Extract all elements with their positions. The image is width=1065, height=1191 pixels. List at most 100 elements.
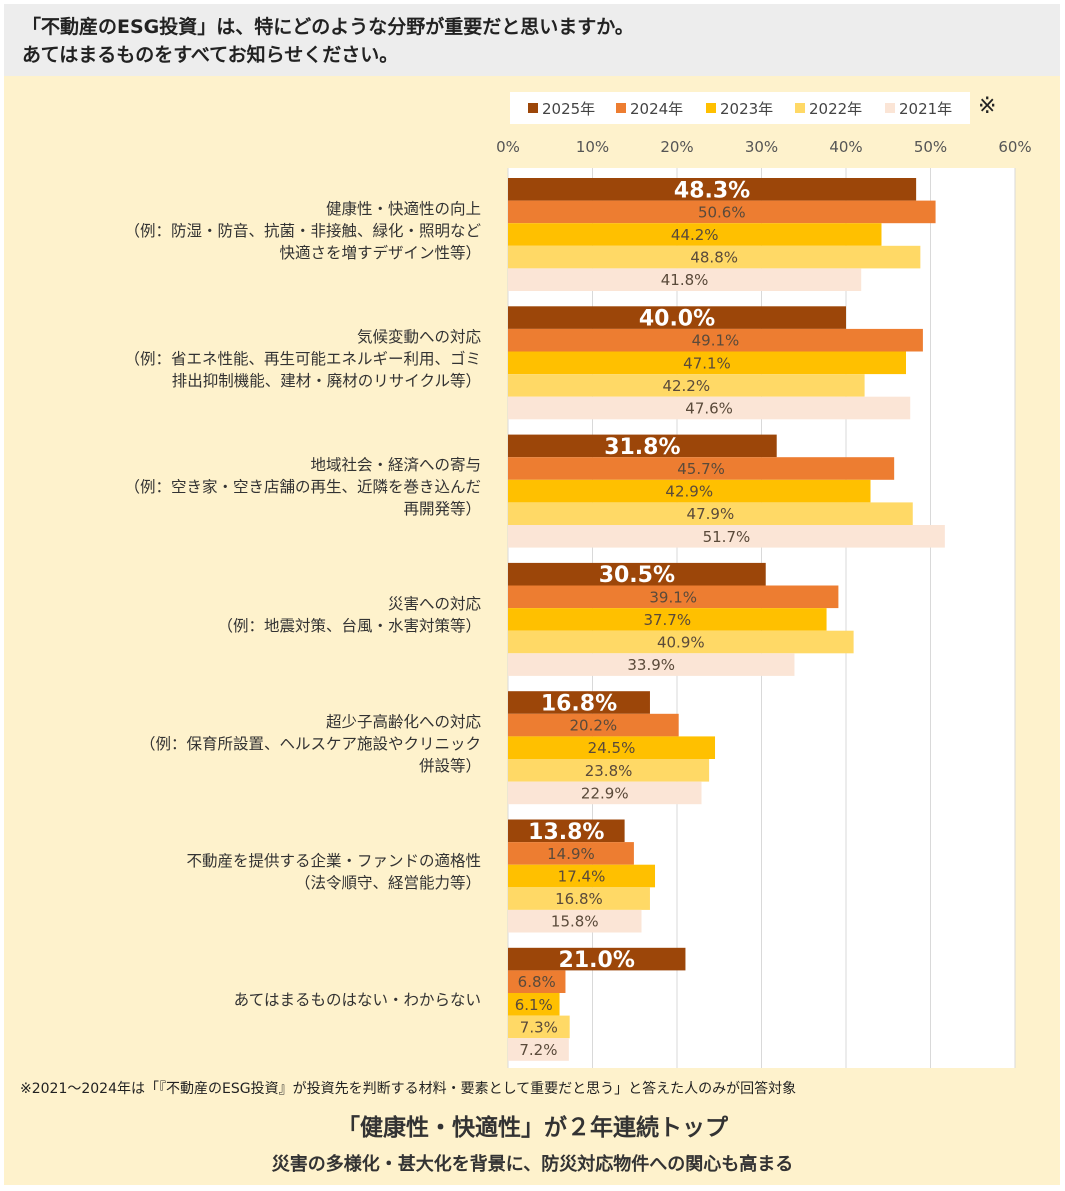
bar xyxy=(508,864,656,888)
data-label: 16.8% xyxy=(541,692,617,717)
subheadline: 災害の多様化・甚大化を背景に、防災対応物件への関心も高まる xyxy=(271,1154,794,1175)
bar xyxy=(508,178,917,201)
bar xyxy=(508,970,566,993)
bar xyxy=(508,630,854,654)
data-label: 40.0% xyxy=(639,307,715,332)
question-line-2: あてはまるものをすべてお知らせください。 xyxy=(22,44,399,66)
data-label: 42.2% xyxy=(662,377,710,395)
data-label: 37.7% xyxy=(643,611,691,629)
data-label: 42.9% xyxy=(665,483,713,501)
bar xyxy=(508,781,702,805)
data-label: 39.1% xyxy=(649,588,697,606)
data-label: 22.9% xyxy=(581,784,629,802)
data-label: 50.6% xyxy=(698,203,746,221)
data-label: 51.7% xyxy=(703,528,751,546)
legend-swatch xyxy=(885,103,895,113)
bar xyxy=(508,328,923,352)
legend-item: 2023年 xyxy=(706,99,774,118)
bar xyxy=(508,374,865,397)
x-tick-label: 10% xyxy=(576,138,609,156)
bar xyxy=(508,200,936,224)
bar xyxy=(508,947,686,971)
bar xyxy=(508,1015,570,1039)
bar xyxy=(508,993,560,1016)
bar xyxy=(508,525,945,548)
x-tick-label: 40% xyxy=(829,138,862,156)
bar xyxy=(508,819,625,843)
bar xyxy=(508,351,906,375)
x-tick-label: 30% xyxy=(745,138,778,156)
legend-note-mark: ※ xyxy=(978,94,997,119)
bar xyxy=(508,268,862,291)
bar xyxy=(508,736,716,759)
category-label: 気候変動への対応 （例：省エネ性能、再生可能エネルギー利用、ゴミ 排出抑制機能、… xyxy=(124,327,481,390)
category-label: あてはまるものはない・わからない xyxy=(233,991,481,1010)
legend-item: 2025年 xyxy=(528,99,596,118)
x-tick-label: 20% xyxy=(660,138,693,156)
legend-label: 2023年 xyxy=(720,99,774,118)
data-label: 20.2% xyxy=(570,717,618,735)
category-label: 地域社会・経済への寄与 （例：空き家・空き店舗の再生、近隣を巻き込んだ 再開発等… xyxy=(124,456,481,519)
bar xyxy=(508,434,777,458)
data-label: 41.8% xyxy=(661,271,709,289)
category-label: 超少子高齢化への対応 （例：保育所設置、ヘルスケア施設やクリニック 併設等） xyxy=(139,712,481,775)
question-line-1: 「不動産のESG投資」は、特にどのような分野が重要だと思いますか。 xyxy=(22,16,634,38)
category-label: 不動産を提供する企業・ファンドの適格性 （法令順守、経営能力等） xyxy=(186,852,481,892)
data-label: 31.8% xyxy=(604,435,680,460)
footnote: ※2021～2024年は「『不動産のESG投資』が投資先を判断する材料・要素とし… xyxy=(20,1081,797,1097)
data-label: 48.8% xyxy=(690,249,738,267)
bar xyxy=(508,691,650,714)
data-label: 7.2% xyxy=(519,1041,557,1059)
bar xyxy=(508,842,634,865)
legend-label: 2024年 xyxy=(630,99,684,118)
data-label: 17.4% xyxy=(558,868,606,886)
legend-swatch xyxy=(528,103,538,113)
bar xyxy=(508,713,679,737)
bar xyxy=(508,306,846,329)
bar xyxy=(508,223,882,246)
bar xyxy=(508,502,913,525)
category-label: 健康性・快適性の向上 （例：防湿・防音、抗菌・非接触、緑化・照明など 快適さを増… xyxy=(124,199,481,262)
data-label: 6.8% xyxy=(518,973,556,991)
bar xyxy=(508,1038,569,1061)
data-label: 15.8% xyxy=(551,913,599,931)
bar xyxy=(508,396,911,420)
legend-item: 2022年 xyxy=(795,100,862,118)
bar xyxy=(508,457,895,480)
data-label: 47.1% xyxy=(683,354,731,372)
data-label: 7.3% xyxy=(520,1018,558,1036)
data-label: 30.5% xyxy=(599,563,675,588)
data-label: 6.1% xyxy=(515,996,553,1014)
bar xyxy=(508,585,839,609)
data-label: 44.2% xyxy=(671,226,719,244)
data-label: 16.8% xyxy=(555,890,603,908)
legend-swatch xyxy=(795,103,805,113)
x-tick-label: 0% xyxy=(496,138,520,156)
legend-swatch xyxy=(706,103,716,113)
category-label: 災害への対応 （例：地震対策、台風・水害対策等） xyxy=(217,595,481,636)
data-label: 14.9% xyxy=(547,845,595,863)
data-label: 21.0% xyxy=(559,948,635,973)
headline: 「健康性・快適性」が２年連続トップ xyxy=(337,1115,728,1141)
data-label: 40.9% xyxy=(657,634,705,652)
bar xyxy=(508,759,710,782)
legend-swatch xyxy=(616,103,626,113)
bar xyxy=(508,479,871,503)
legend-item: 2024年 xyxy=(616,99,684,118)
bar xyxy=(508,608,827,631)
data-label: 13.8% xyxy=(528,820,604,845)
x-tick-label: 60% xyxy=(998,138,1031,156)
bar xyxy=(508,887,650,910)
legend-label: 2021年 xyxy=(899,99,953,118)
data-label: 23.8% xyxy=(585,762,633,780)
data-label: 47.9% xyxy=(687,505,735,523)
data-label: 33.9% xyxy=(627,656,675,674)
bar xyxy=(508,909,642,933)
data-label: 24.5% xyxy=(588,739,636,757)
data-label: 48.3% xyxy=(674,178,750,203)
question-header xyxy=(4,4,1060,76)
legend-item: 2021年 xyxy=(885,99,953,118)
legend-label: 2025年 xyxy=(542,99,596,118)
bar xyxy=(508,245,921,269)
